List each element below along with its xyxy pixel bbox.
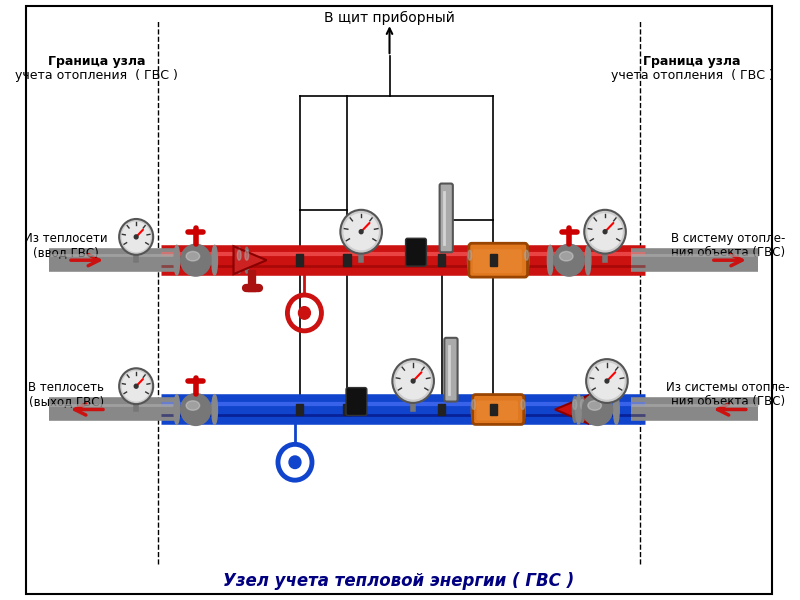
Ellipse shape (521, 397, 525, 422)
Text: Граница узла: Граница узла (48, 55, 146, 68)
Circle shape (134, 235, 138, 239)
Ellipse shape (212, 245, 218, 275)
Ellipse shape (186, 251, 200, 261)
Ellipse shape (547, 245, 553, 275)
Ellipse shape (585, 245, 591, 275)
Ellipse shape (580, 397, 585, 422)
Bar (490, 404, 498, 415)
Ellipse shape (181, 244, 211, 276)
Ellipse shape (588, 401, 602, 410)
Ellipse shape (614, 395, 619, 424)
Text: учета отопления  ( ГВС ): учета отопления ( ГВС ) (610, 68, 774, 82)
Ellipse shape (581, 400, 584, 409)
Text: Из теплосети: Из теплосети (24, 232, 108, 245)
Ellipse shape (212, 395, 218, 424)
Bar (490, 254, 498, 266)
Ellipse shape (237, 247, 242, 273)
Circle shape (344, 214, 378, 250)
Bar (343, 254, 350, 266)
Circle shape (590, 363, 624, 399)
Ellipse shape (554, 244, 584, 276)
FancyBboxPatch shape (406, 238, 426, 266)
Circle shape (359, 230, 363, 234)
FancyBboxPatch shape (346, 388, 367, 415)
Circle shape (134, 384, 138, 388)
Circle shape (605, 379, 609, 383)
Ellipse shape (244, 247, 249, 273)
Ellipse shape (559, 251, 573, 261)
Ellipse shape (521, 400, 525, 409)
Ellipse shape (472, 400, 475, 409)
Circle shape (340, 210, 382, 254)
Ellipse shape (524, 247, 529, 273)
Text: Граница узла: Граница узла (643, 55, 741, 68)
Text: учета отопления  ( ГВС ): учета отопления ( ГВС ) (15, 68, 178, 82)
Circle shape (119, 368, 153, 404)
Text: (ввод ГВС): (ввод ГВС) (34, 246, 99, 259)
Bar (296, 254, 303, 266)
FancyBboxPatch shape (440, 184, 453, 252)
Bar (438, 254, 446, 266)
Circle shape (584, 210, 626, 254)
Circle shape (119, 219, 153, 255)
Ellipse shape (576, 395, 582, 424)
Bar (296, 404, 303, 415)
Ellipse shape (471, 397, 476, 422)
FancyBboxPatch shape (477, 401, 518, 421)
Text: ния объекта (ГВС): ния объекта (ГВС) (671, 395, 785, 408)
Circle shape (392, 359, 434, 403)
Ellipse shape (467, 247, 472, 273)
Text: (выход ГВС): (выход ГВС) (29, 395, 104, 408)
Ellipse shape (181, 394, 211, 425)
Circle shape (588, 214, 622, 250)
Circle shape (411, 379, 415, 383)
Circle shape (122, 222, 150, 251)
FancyBboxPatch shape (469, 243, 527, 277)
Ellipse shape (582, 394, 613, 425)
Ellipse shape (573, 397, 577, 422)
FancyBboxPatch shape (444, 338, 458, 401)
Ellipse shape (238, 250, 241, 260)
Ellipse shape (174, 245, 180, 275)
Text: ния объекта (ГВС): ния объекта (ГВС) (671, 246, 785, 259)
FancyBboxPatch shape (473, 395, 524, 424)
Polygon shape (234, 246, 266, 274)
Bar (343, 404, 350, 415)
Ellipse shape (245, 250, 249, 260)
Ellipse shape (468, 250, 472, 260)
Bar (438, 404, 446, 415)
Ellipse shape (186, 401, 200, 410)
Circle shape (289, 456, 301, 469)
Ellipse shape (174, 395, 180, 424)
Text: В систему отопле-: В систему отопле- (670, 232, 785, 245)
Polygon shape (555, 395, 588, 424)
Text: В щит приборный: В щит приборный (324, 11, 455, 25)
Circle shape (396, 363, 430, 399)
FancyBboxPatch shape (473, 249, 522, 273)
Ellipse shape (525, 250, 529, 260)
Text: Из системы отопле-: Из системы отопле- (666, 381, 790, 394)
Text: В теплосеть: В теплосеть (28, 381, 104, 394)
Circle shape (122, 371, 150, 401)
Circle shape (586, 359, 628, 403)
Circle shape (298, 307, 310, 319)
Text: Узел учета тепловой энергии ( ГВС ): Узел учета тепловой энергии ( ГВС ) (223, 572, 574, 590)
Ellipse shape (573, 400, 577, 409)
Circle shape (603, 230, 607, 234)
